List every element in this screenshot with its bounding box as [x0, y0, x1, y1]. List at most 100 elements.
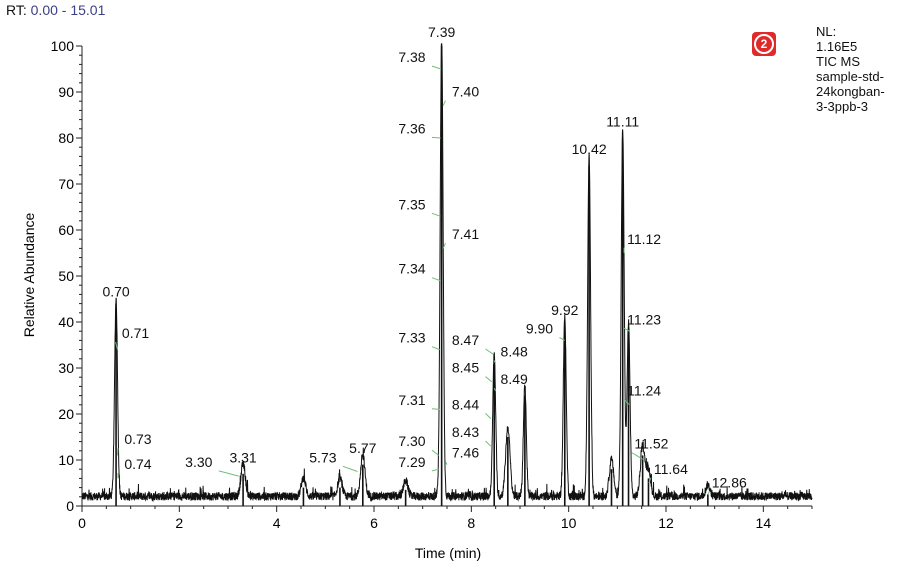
peak-callout — [648, 477, 652, 484]
peak-label: 7.38 — [398, 49, 425, 65]
peak-label: 8.47 — [452, 332, 479, 348]
peak-label: 8.43 — [452, 424, 479, 440]
peak-callout — [485, 413, 492, 419]
peak-callout — [431, 277, 441, 282]
scan-info-block: NL: 1.16E5 TIC MS sample-std- 24kongban-… — [816, 24, 885, 114]
peak-label: 7.34 — [398, 261, 425, 277]
peak-label: 3.30 — [185, 454, 212, 470]
peak-label: 9.90 — [526, 321, 553, 337]
y-tick-label: 60 — [58, 222, 74, 238]
x-tick-label: 2 — [175, 515, 183, 531]
peak-callout — [431, 136, 441, 139]
info-line: 24kongban- — [816, 84, 885, 99]
peak-labels: 0.70 0.71 0.73 0.74 3.30 3.31 5.73 5.77 7.29 7.30… — [102, 24, 747, 495]
x-tick-label: 4 — [273, 515, 281, 531]
x-tick-label: 6 — [370, 515, 378, 531]
peak-callout — [442, 100, 446, 107]
peak-label: 10.42 — [572, 141, 607, 157]
peak-label: 0.71 — [122, 325, 149, 341]
info-line: sample-std- — [816, 69, 884, 84]
peak-label: 7.39 — [428, 24, 455, 40]
y-tick-label: 50 — [58, 268, 74, 284]
chromatogram-trace — [81, 43, 813, 506]
peak-label: 11.52 — [634, 436, 668, 452]
chart-axes: 0 10 20 30 40 50 60 70 80 90 100 0 2 4 6 8 10 12 14 — [51, 38, 813, 531]
peak-label: 7.46 — [452, 445, 479, 461]
peak-label: 8.49 — [501, 371, 528, 387]
peak-callout — [218, 470, 239, 477]
peak-label: 11.23 — [627, 311, 661, 327]
peak-label: 5.77 — [349, 440, 376, 456]
peak-label: 12.86 — [712, 475, 747, 491]
peak-label: 0.70 — [102, 284, 129, 300]
peak-callout — [115, 341, 119, 350]
peak-label: 7.35 — [398, 196, 425, 212]
peak-label: 3.31 — [229, 449, 256, 465]
peak-callout — [485, 440, 492, 447]
peak-callout — [445, 461, 448, 465]
peak-label: 7.41 — [452, 226, 479, 242]
peak-label: 9.92 — [551, 302, 578, 318]
peak-callout — [707, 491, 710, 495]
x-tick-label: 0 — [78, 515, 86, 531]
peak-label: 7.40 — [452, 84, 479, 100]
peak-label: 7.36 — [398, 120, 425, 136]
peak-label: 11.24 — [627, 383, 661, 399]
peak-label: 7.33 — [398, 330, 425, 346]
peak-callout — [623, 327, 630, 332]
peak-label: 0.73 — [124, 431, 151, 447]
peak-callout — [431, 212, 441, 217]
y-tick-label: 30 — [58, 360, 74, 376]
peak-label: 7.31 — [398, 392, 425, 408]
peak-callout — [485, 376, 493, 383]
chromatogram-line — [81, 43, 813, 503]
peak-label: 11.64 — [654, 461, 688, 477]
peak-label: 7.29 — [398, 454, 425, 470]
x-tick-label: 10 — [561, 515, 577, 531]
info-line: NL: — [816, 24, 837, 39]
peak-callout — [431, 65, 442, 70]
peak-label: 8.45 — [452, 360, 479, 376]
info-line: 3-3ppb-3 — [816, 99, 869, 114]
y-tick-label: 90 — [58, 84, 74, 100]
info-line: 1.16E5 — [816, 39, 858, 54]
peak-label: 0.74 — [124, 456, 151, 472]
peak-label: 11.11 — [606, 114, 639, 130]
x-tick-label: 14 — [756, 515, 772, 531]
y-tick-label: 70 — [58, 176, 74, 192]
peak-callout — [485, 348, 494, 355]
x-tick-label: 12 — [658, 515, 674, 531]
y-axis-title: Relative Abundance — [21, 213, 37, 338]
peak-label: 8.48 — [501, 344, 528, 360]
badge-number: 2 — [754, 34, 774, 54]
peak-label: 11.12 — [627, 231, 661, 247]
peak-callout — [559, 337, 566, 341]
figure-number-badge: 2 — [752, 32, 776, 56]
retention-time-range: RT: 0.00 - 15.01 — [6, 2, 105, 18]
y-tick-label: 20 — [58, 406, 74, 422]
y-tick-label: 100 — [51, 38, 75, 54]
peak-callout — [431, 408, 440, 410]
peak-callout — [431, 346, 440, 351]
rt-range-value: 0.00 - 15.01 — [30, 2, 106, 18]
peak-callout — [631, 452, 645, 461]
x-tick-label: 8 — [467, 515, 475, 531]
peak-callout — [493, 387, 497, 392]
peak-callout — [442, 242, 446, 249]
y-tick-label: 40 — [58, 314, 74, 330]
y-tick-label: 80 — [58, 130, 74, 146]
y-tick-label: 10 — [58, 452, 74, 468]
peak-callout — [342, 465, 358, 472]
peak-label: 8.44 — [452, 396, 479, 412]
peak-label: 7.30 — [398, 433, 425, 449]
info-line: TIC MS — [816, 54, 861, 69]
peak-label: 5.73 — [309, 449, 336, 465]
peak-callout — [431, 468, 439, 472]
y-tick-label: 0 — [66, 498, 74, 514]
x-axis-title: Time (min) — [415, 545, 481, 561]
peak-callout — [431, 449, 440, 456]
rt-range-key: RT: — [6, 2, 27, 18]
peak-callout — [623, 399, 630, 406]
peak-callout — [493, 360, 497, 364]
